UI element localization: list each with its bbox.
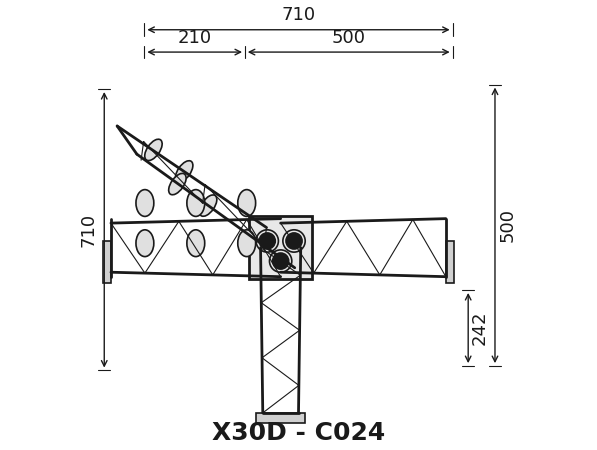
Bar	[256, 413, 305, 423]
Ellipse shape	[136, 189, 154, 216]
Bar	[103, 241, 111, 284]
Ellipse shape	[199, 195, 217, 216]
Text: X30D - C024: X30D - C024	[212, 421, 385, 445]
Text: 710: 710	[79, 213, 98, 247]
Ellipse shape	[144, 139, 162, 161]
Text: 242: 242	[470, 311, 488, 345]
Circle shape	[286, 233, 302, 249]
Bar	[446, 241, 454, 284]
Ellipse shape	[176, 161, 193, 182]
Text: 500: 500	[498, 208, 516, 243]
Ellipse shape	[169, 173, 186, 195]
Ellipse shape	[136, 230, 154, 256]
Text: 210: 210	[178, 29, 212, 47]
Text: 500: 500	[332, 29, 366, 47]
Circle shape	[273, 253, 289, 269]
Text: 710: 710	[281, 6, 316, 24]
Ellipse shape	[238, 230, 256, 256]
Circle shape	[259, 233, 275, 249]
Bar	[250, 216, 312, 279]
Ellipse shape	[187, 230, 205, 256]
Ellipse shape	[238, 189, 256, 216]
Ellipse shape	[187, 189, 205, 216]
